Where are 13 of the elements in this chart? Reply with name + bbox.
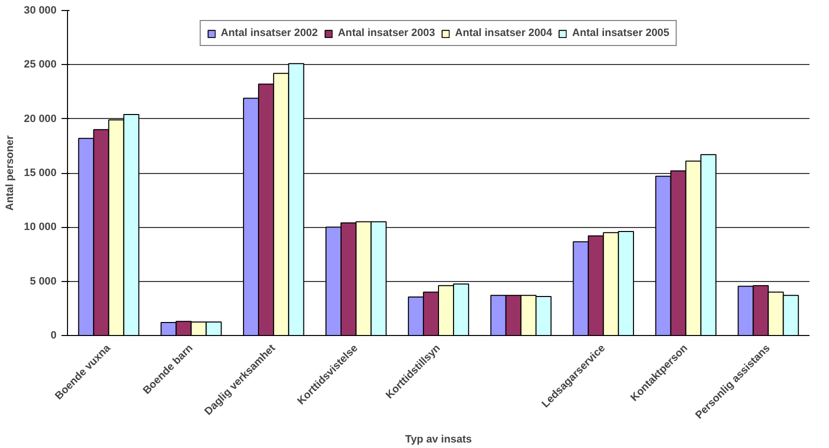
legend-label: Antal insatser 2002	[220, 27, 318, 39]
legend-label: Antal insatser 2004	[455, 27, 552, 39]
y-axis-title: Antal personer	[4, 135, 16, 211]
y-tick-label: 15 000	[24, 167, 57, 179]
y-tick-label: 20 000	[24, 112, 57, 125]
y-tick-label: 5 000	[30, 275, 57, 288]
x-axis-title: Typ av insats	[405, 434, 472, 446]
legend-label: Antal insatser 2003	[338, 27, 435, 39]
y-tick-label: 10 000	[24, 221, 57, 234]
legend-label: Antal insatser 2005	[572, 27, 670, 39]
y-tick-label: 0	[50, 330, 57, 342]
y-tick-label: 25 000	[24, 58, 57, 71]
y-tick-label: 30 000	[24, 4, 57, 16]
